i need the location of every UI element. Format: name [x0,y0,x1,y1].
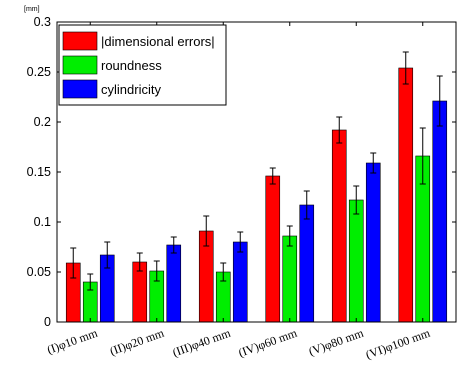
x-tick-label: (I)φ10 mm [45,325,100,356]
bar-roundness [348,199,364,323]
y-tick-label: 0.1 [34,215,51,229]
legend-swatch [62,55,98,75]
bar-dimensionalerrors [398,67,414,323]
bar-dimensionalerrors [331,129,347,323]
y-tick-label: 0.2 [34,115,51,129]
bar-dimensionalerrors [265,175,281,323]
bar-cylindricity [166,244,182,323]
bar-roundness [282,235,298,323]
y-tick-label: 0.25 [27,65,51,79]
x-tick-label: (IV)φ60 mm [236,325,299,359]
legend: |dimensional errors| roundness cylindricit… [58,24,227,106]
y-tick-label: 0.15 [27,165,51,179]
legend-label: roundness [101,58,162,73]
legend-swatch [62,79,98,99]
x-tick-label: (V)φ80 mm [307,325,366,358]
y-tick-label: 0.3 [34,15,51,29]
bars-group [65,51,448,323]
legend-label: |dimensional errors| [101,34,215,49]
y-tick-label: 0.05 [27,265,51,279]
y-axis-ticks: 0 0.05 0.1 0.15 0.2 0.25 0.3 [27,15,456,329]
bar-cylindricity [232,241,248,323]
legend-label: cylindricity [101,82,161,97]
legend-swatch [62,31,98,51]
bar-cylindricity [432,100,448,323]
bar-cylindricity [299,204,315,323]
x-tick-label: (VI)φ100 mm [364,325,433,361]
y-unit-label: [mm] [24,6,40,13]
x-tick-label: (II)φ20 mm [108,325,167,358]
x-tick-label: (III)φ40 mm [171,325,233,359]
plot-area-frame [56,21,457,323]
bar-cylindricity [365,162,381,323]
y-tick-label: 0 [44,315,51,329]
